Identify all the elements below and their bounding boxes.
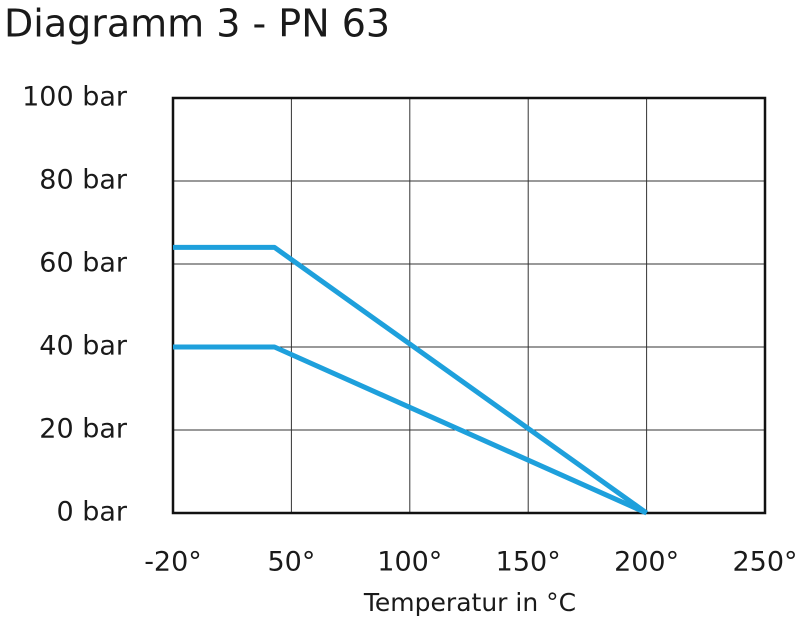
y-tick-label: 60 bar xyxy=(39,248,128,279)
x-tick-label: 150° xyxy=(496,547,561,578)
x-tick-label: 250° xyxy=(732,547,797,578)
x-tick-label: -20° xyxy=(144,547,202,578)
x-tick-label: 200° xyxy=(614,547,679,578)
x-axis-title: Temperatur in °C xyxy=(363,588,576,617)
series-line xyxy=(173,344,648,516)
y-tick-label: 100 bar xyxy=(22,82,128,113)
y-tick-label: 40 bar xyxy=(39,331,128,362)
x-tick-label: 100° xyxy=(377,547,442,578)
series-line xyxy=(173,244,649,516)
chart-title: Diagramm 3 - PN 63 xyxy=(4,2,390,46)
y-tick-label: 0 bar xyxy=(56,497,127,528)
y-tick-label: 80 bar xyxy=(39,165,128,196)
x-tick-label: 50° xyxy=(267,547,315,578)
plot-frame xyxy=(171,96,767,515)
y-tick-label: 20 bar xyxy=(39,414,128,445)
